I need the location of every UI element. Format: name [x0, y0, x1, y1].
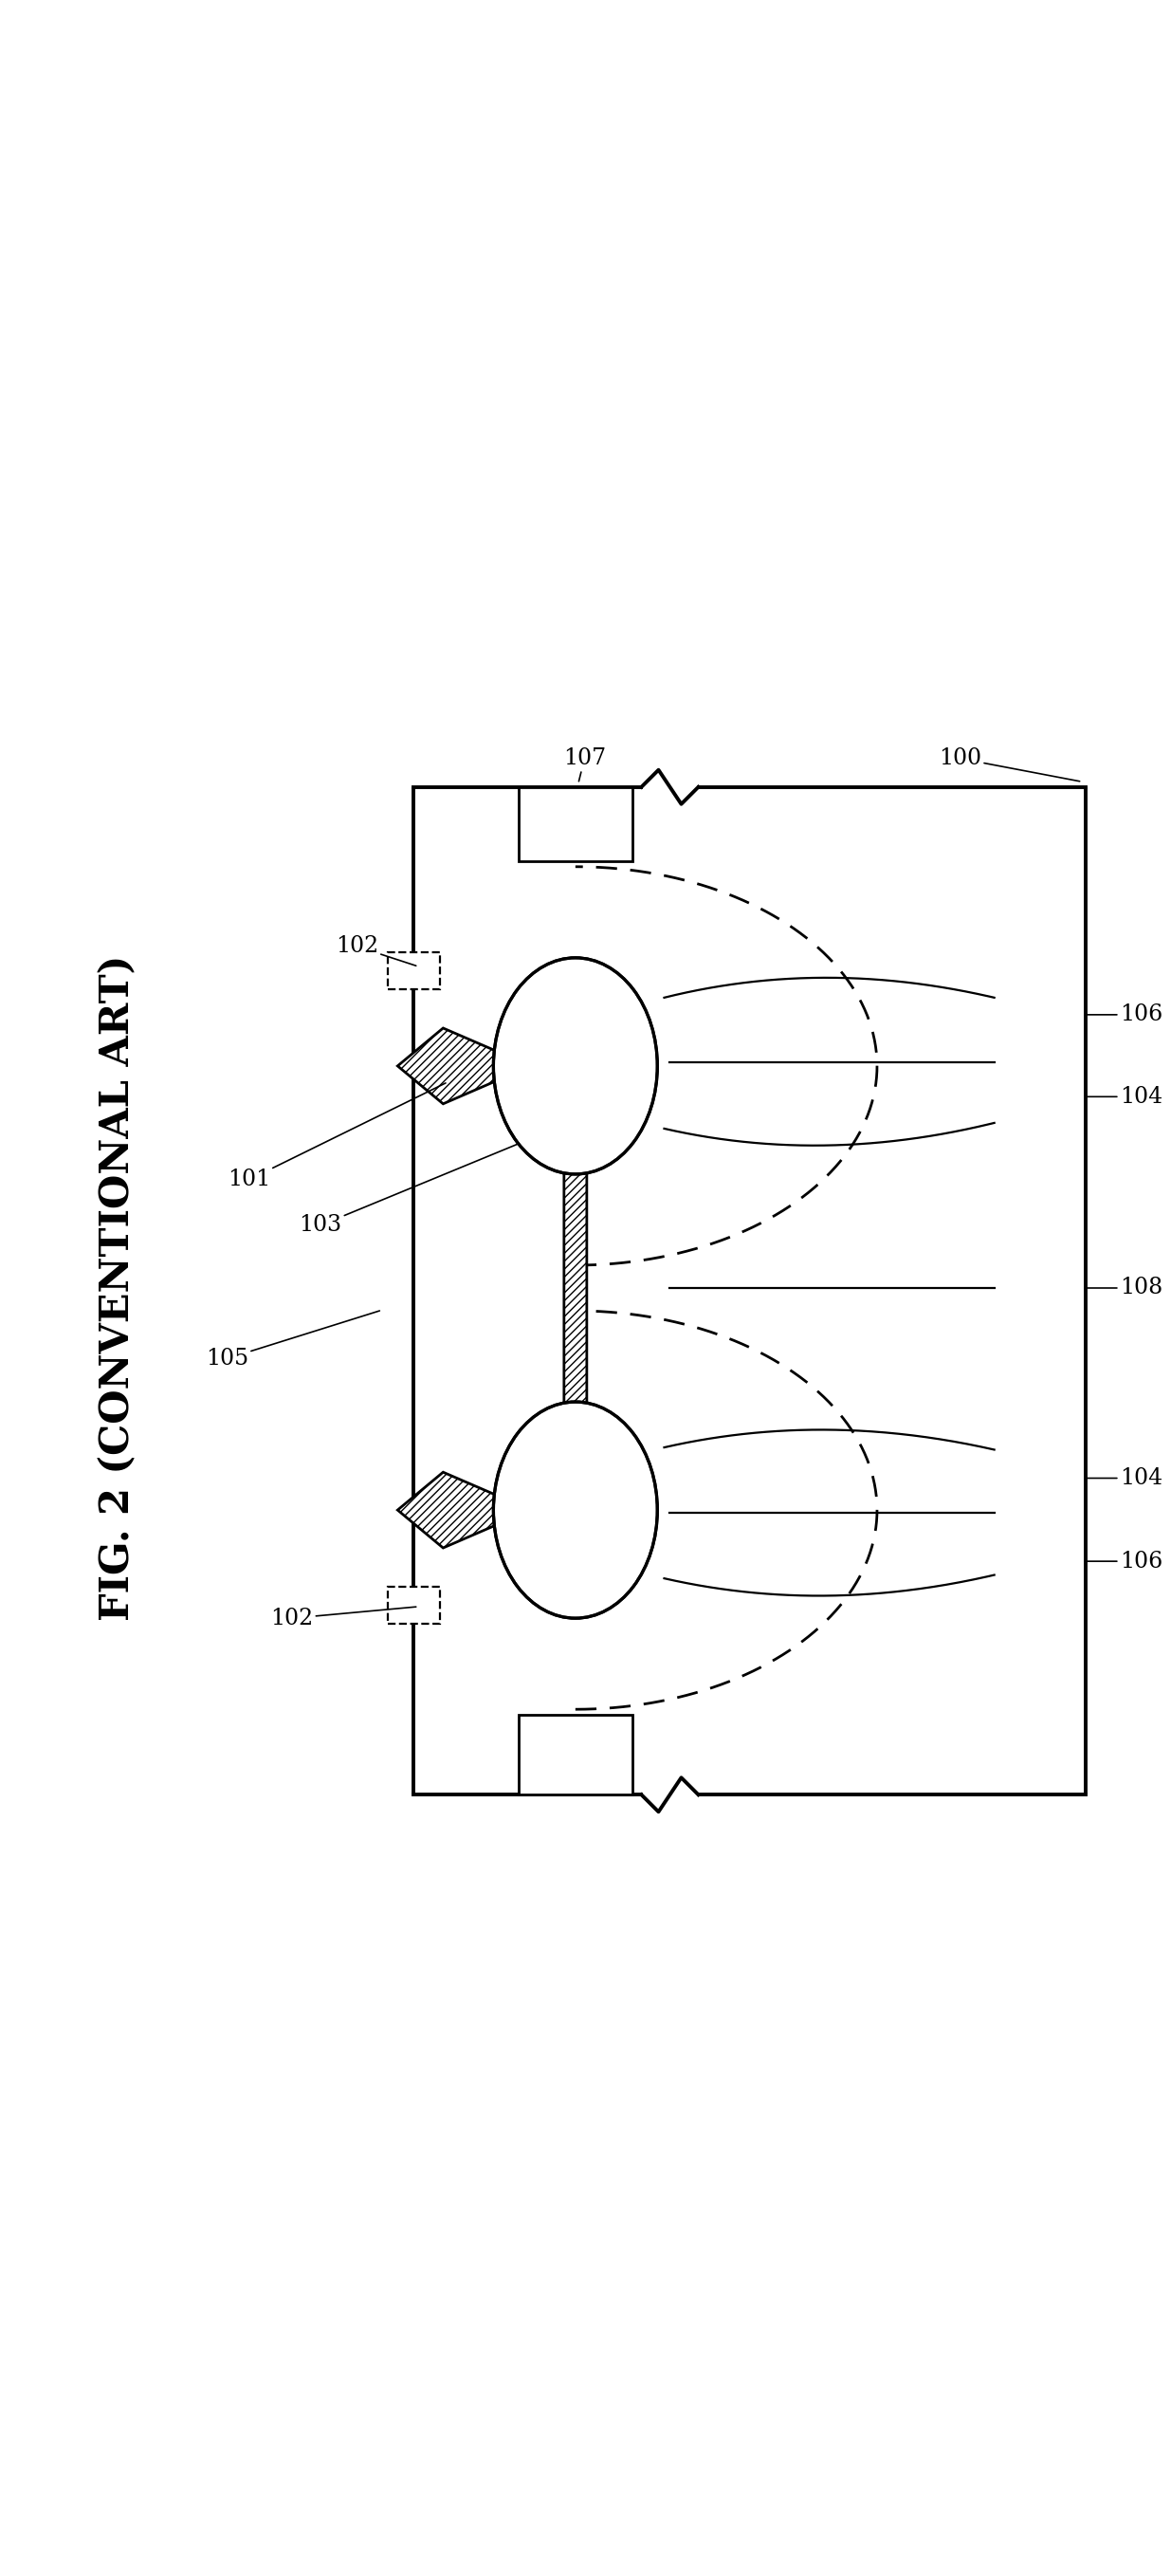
Polygon shape [398, 1028, 506, 1105]
Text: 104: 104 [1086, 1087, 1163, 1108]
Text: 100: 100 [939, 747, 1080, 781]
Text: 107: 107 [563, 747, 605, 781]
Polygon shape [398, 1471, 506, 1548]
Text: 102: 102 [335, 935, 416, 966]
Text: 101: 101 [227, 1082, 446, 1190]
Text: FIG. 2 (CONVENTIONAL ART): FIG. 2 (CONVENTIONAL ART) [98, 956, 138, 1620]
Bar [519, 788, 632, 860]
Text: 105: 105 [206, 1311, 379, 1370]
Polygon shape [506, 963, 645, 1618]
Text: 104: 104 [1086, 1468, 1163, 1489]
Text: 108: 108 [1086, 1278, 1163, 1298]
Text: 103: 103 [299, 1141, 528, 1236]
Bar [519, 1716, 632, 1795]
Ellipse shape [493, 1401, 657, 1618]
Text: 106: 106 [1086, 1551, 1163, 1571]
Text: 106: 106 [1086, 1005, 1163, 1025]
Bar [388, 953, 440, 989]
Bar [388, 1587, 440, 1623]
Text: 102: 102 [271, 1607, 416, 1628]
Ellipse shape [493, 958, 657, 1175]
